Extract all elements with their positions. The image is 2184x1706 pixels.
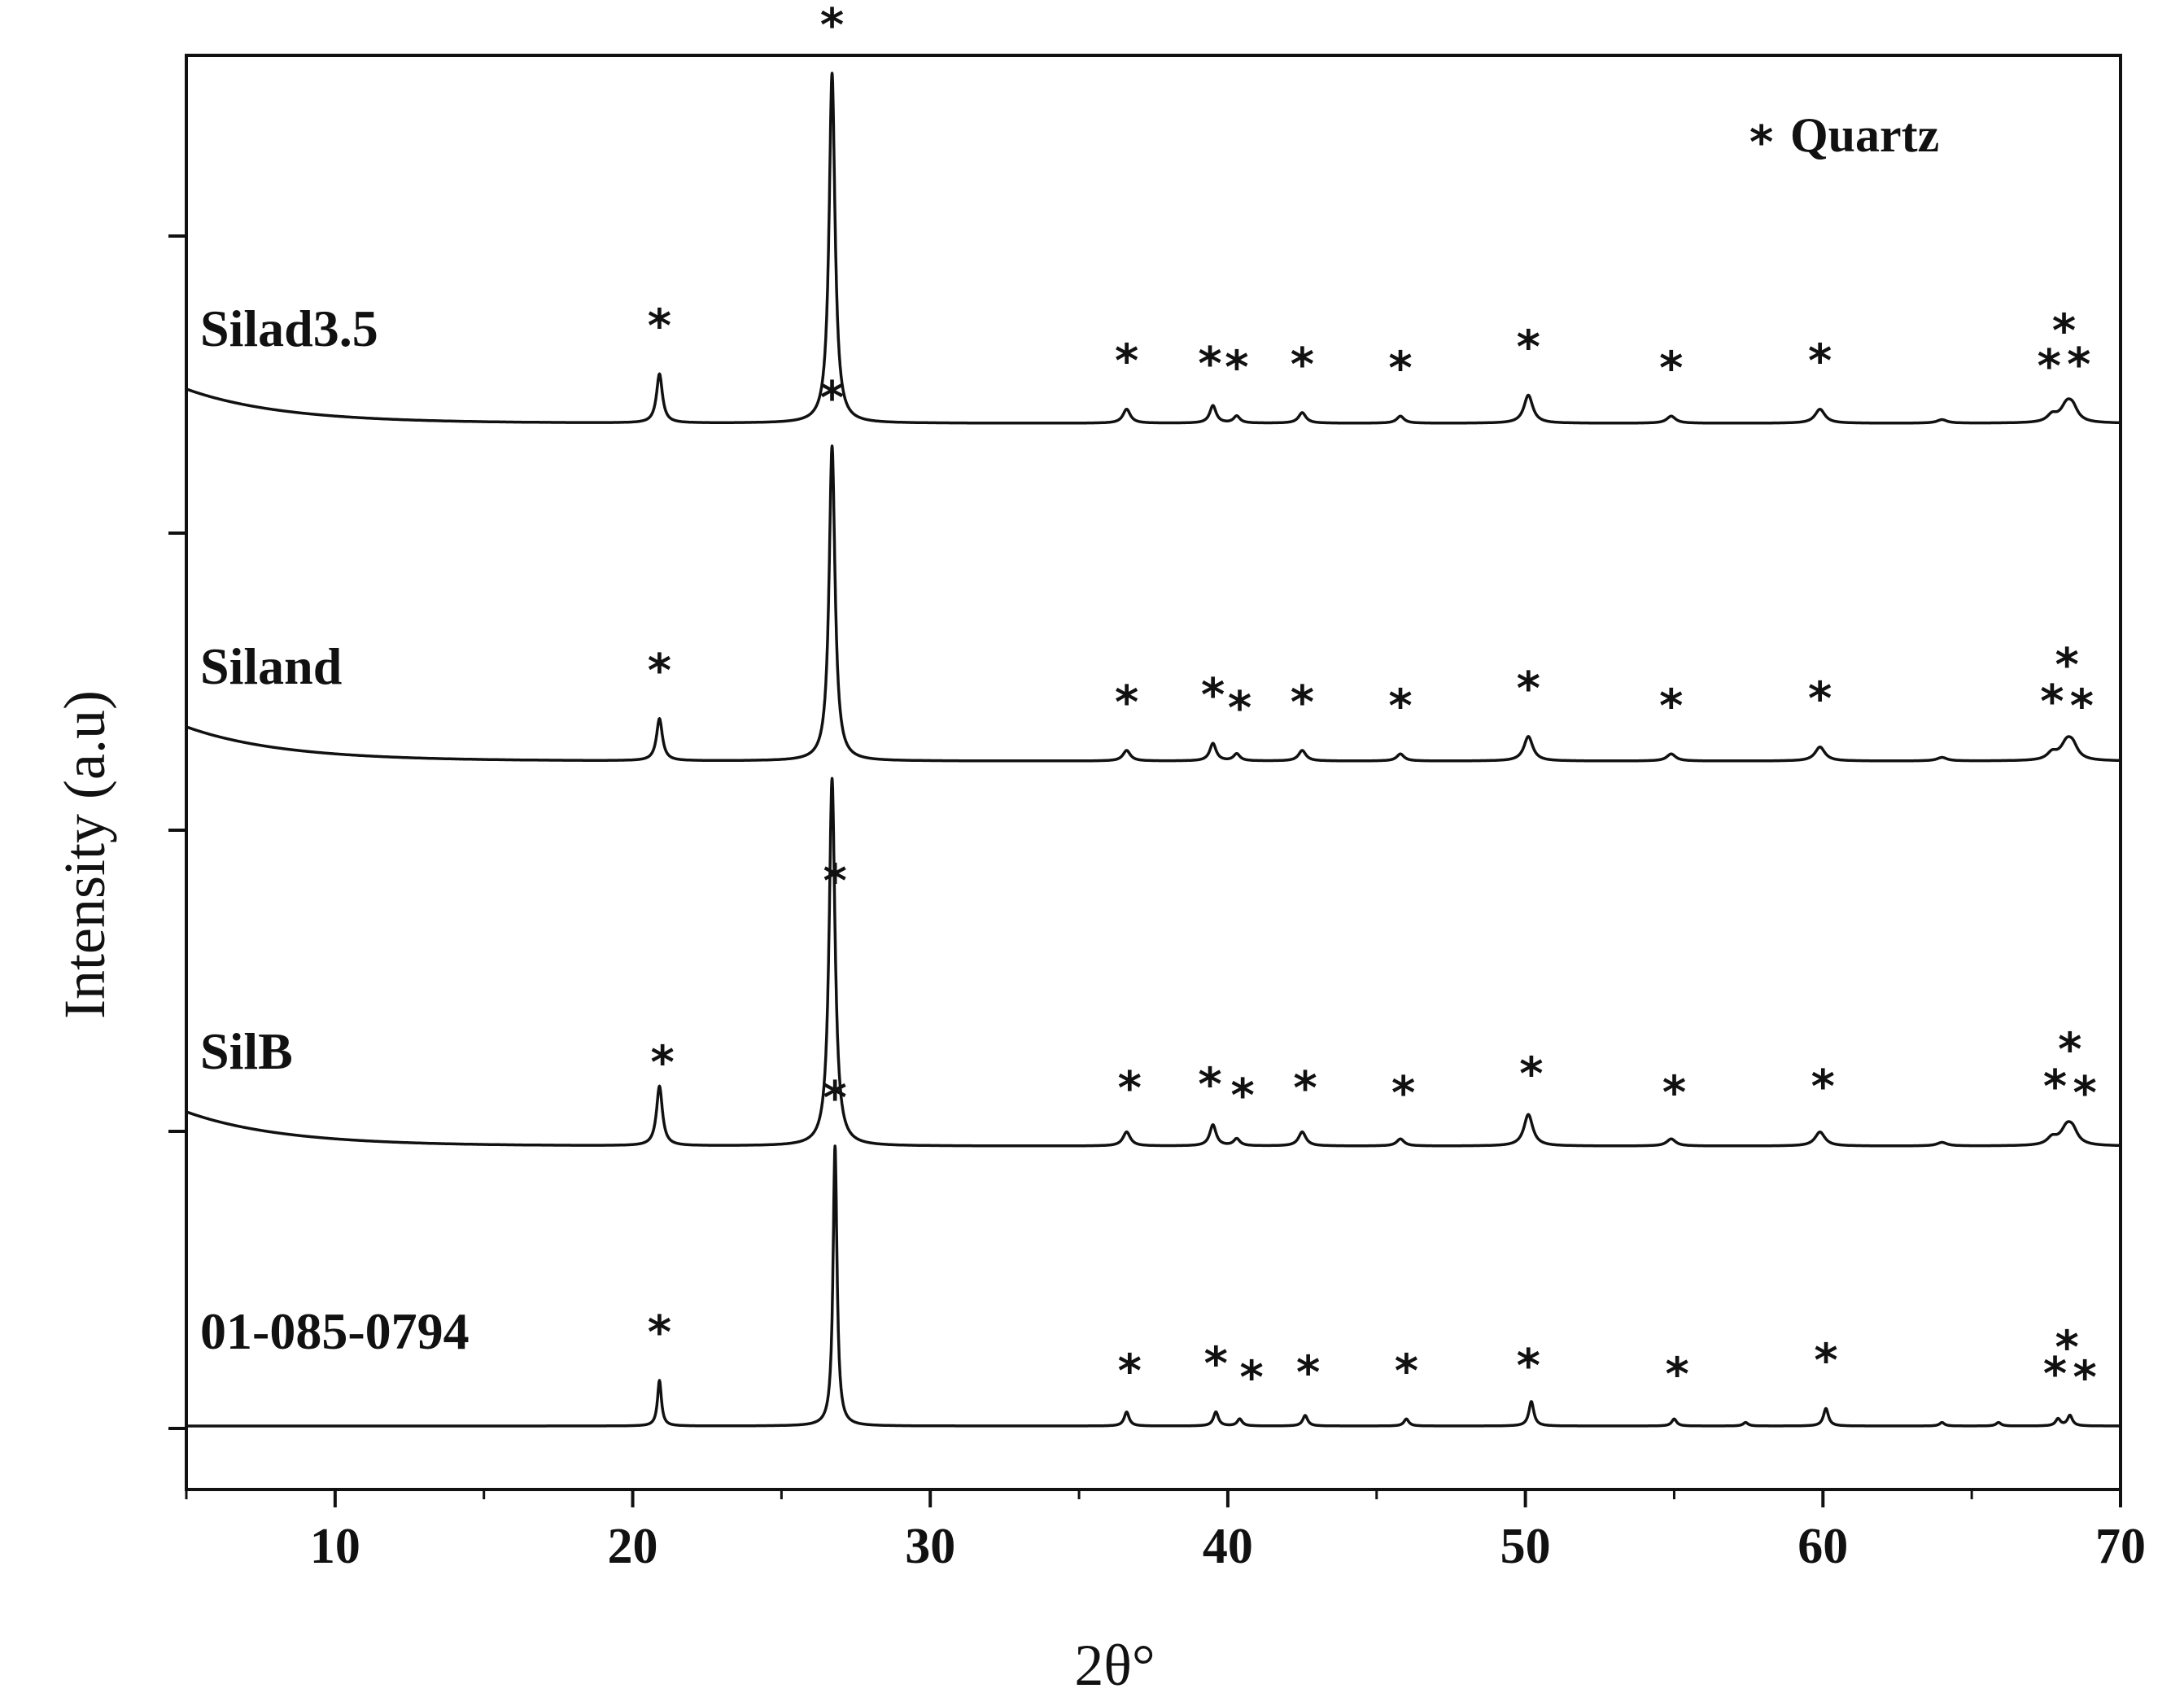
peak-marker: * <box>1198 338 1221 391</box>
peak-marker: * <box>1115 335 1138 388</box>
peak-marker: * <box>1388 342 1412 395</box>
peak-marker: * <box>1517 663 1540 715</box>
peak-marker: * <box>2067 339 2090 392</box>
peak-marker: * <box>2055 639 2079 692</box>
series-label: 01-085-0794 <box>200 1302 470 1360</box>
series-labels: Silad3.5 Siland SilB 01-085-0794 <box>200 300 470 1360</box>
x-tick-label: 60 <box>1797 1519 1848 1574</box>
peak-marker: * <box>1808 673 1832 726</box>
peak-marker: * <box>823 855 847 908</box>
peak-marker: * <box>823 1072 847 1125</box>
peak-marker: * <box>2073 1351 2096 1404</box>
peak-marker: * <box>1388 680 1412 733</box>
legend-marker: * <box>1749 116 1773 169</box>
peak-marker: * <box>648 645 671 698</box>
y-axis-ticks <box>168 234 186 1430</box>
peak-marker: * <box>1517 1340 1540 1393</box>
x-tick-label: 20 <box>608 1519 658 1574</box>
peak-marker: * <box>820 372 844 425</box>
peak-marker: * <box>1228 682 1251 735</box>
peak-marker: * <box>1293 1062 1317 1115</box>
x-axis-title: 2θ° <box>1074 1633 1155 1698</box>
peak-marker: * <box>648 1306 671 1359</box>
series-label: SilB <box>200 1022 293 1080</box>
peak-marker: * <box>1808 335 1832 388</box>
series-label: Siland <box>200 637 342 695</box>
peak-marker: * <box>2055 1322 2079 1375</box>
peak-marker: * <box>2073 1067 2096 1120</box>
legend: * Quartz <box>1749 108 1939 169</box>
peak-marker: * <box>1659 680 1683 733</box>
peak-marker: * <box>1118 1062 1142 1115</box>
peak-marker: * <box>1291 339 1314 392</box>
series-label: Silad3.5 <box>200 300 378 357</box>
peak-marker: * <box>1519 1048 1543 1100</box>
peak-marker: * <box>2058 1023 2081 1076</box>
peak-marker: * <box>1662 1066 1686 1119</box>
peak-marker: * <box>1291 676 1314 729</box>
series-line <box>185 72 2122 425</box>
peak-markers: *** * * * * * * * ****** * * * * * * * ****** * * * * * * * ****… <box>648 0 2097 1404</box>
x-tick-label: 40 <box>1203 1519 1253 1574</box>
legend-label: Quartz <box>1790 108 1939 162</box>
peak-marker: * <box>1296 1346 1320 1399</box>
peak-marker: * <box>1115 676 1138 729</box>
peak-marker: * <box>2038 340 2061 393</box>
series-group <box>185 72 2122 1428</box>
peak-marker: * <box>1391 1067 1415 1120</box>
plot-frame <box>185 54 2122 1491</box>
y-axis-title: Intensity (a.u) <box>52 690 117 1019</box>
peak-marker: * <box>1814 1334 1837 1387</box>
peak-marker: * <box>1201 669 1225 722</box>
peak-marker: * <box>2052 305 2076 358</box>
peak-marker: * <box>648 300 671 352</box>
peak-marker: * <box>1240 1351 1264 1404</box>
peak-marker: * <box>2070 680 2094 733</box>
series-line <box>185 776 2122 1148</box>
x-axis: 10 20 30 40 50 60 70 <box>185 1489 2146 1574</box>
peak-marker: * <box>1659 342 1683 395</box>
series-line <box>185 444 2122 763</box>
peak-marker: * <box>1517 322 1540 374</box>
series-line <box>185 1144 2122 1428</box>
peak-marker: * <box>1118 1345 1142 1398</box>
peak-marker: * <box>820 0 844 52</box>
x-tick-label: 30 <box>905 1519 955 1574</box>
peak-marker: * <box>2043 1061 2067 1113</box>
peak-marker: * <box>2043 1348 2067 1401</box>
peak-marker: * <box>1811 1061 1835 1113</box>
x-tick-label: 10 <box>310 1519 360 1574</box>
peak-marker: * <box>650 1036 674 1089</box>
peak-marker: * <box>1231 1070 1255 1122</box>
peak-marker: * <box>2040 676 2064 728</box>
x-tick-label: 50 <box>1500 1519 1551 1574</box>
peak-marker: * <box>1395 1345 1418 1398</box>
peak-marker: * <box>1198 1058 1221 1111</box>
peak-marker: * <box>1225 342 1248 395</box>
peak-marker: * <box>1665 1349 1688 1402</box>
x-tick-label: 70 <box>2095 1519 2146 1574</box>
peak-marker: * <box>1204 1338 1228 1391</box>
